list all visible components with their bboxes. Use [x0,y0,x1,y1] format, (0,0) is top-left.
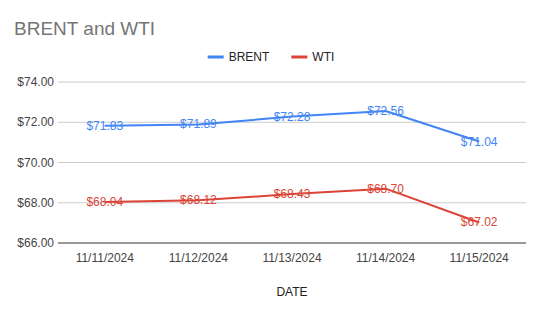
legend-label: BRENT [229,50,270,64]
x-tick-label: 11/14/2024 [356,251,415,265]
data-label: $68.70 [367,182,404,196]
y-tick-label: $70.00 [17,156,54,170]
y-tick-label: $66.00 [17,236,54,250]
legend-swatch [208,56,224,59]
legend: BRENT WTI [208,50,335,64]
grid-line [58,82,526,83]
data-label: $71.83 [86,119,123,133]
title: BRENT and WTI [14,18,155,39]
y-tick-label: $68.00 [17,196,54,210]
y-tick-label: $74.00 [17,75,54,89]
data-label: $67.02 [461,215,498,229]
grid-line [58,162,526,163]
data-label: $72.28 [274,110,311,124]
baseline [58,243,526,244]
y-tick-label: $72.00 [17,115,54,129]
x-axis-title: DATE [276,285,307,299]
x-tick-label: 11/12/2024 [169,251,228,265]
data-label: $68.12 [180,193,217,207]
legend-swatch [291,56,307,59]
chart: BRENT and WTI $66.00 $68.00 $70.00 $72.00 $74… [0,0,542,314]
x-tick-label: 11/13/2024 [262,251,321,265]
data-label: $71.04 [461,135,498,149]
legend-label: WTI [312,50,334,64]
data-label: $71.89 [180,117,217,131]
plot-area [105,111,479,222]
x-tick-label: 11/11/2024 [76,251,135,265]
data-label: $68.43 [274,187,311,201]
data-label: $68.04 [86,195,123,209]
data-label: $72.56 [367,104,404,118]
x-tick-label: 11/15/2024 [450,251,509,265]
